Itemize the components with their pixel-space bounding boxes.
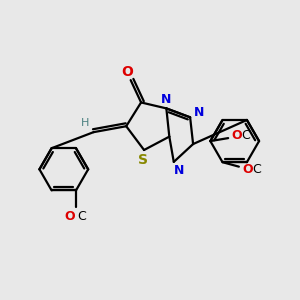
- Text: S: S: [138, 152, 148, 167]
- Text: H: H: [81, 118, 89, 128]
- Text: C: C: [77, 210, 86, 223]
- Text: O: O: [64, 210, 75, 223]
- Text: O: O: [121, 65, 133, 79]
- Text: N: N: [194, 106, 204, 119]
- Text: O: O: [231, 129, 242, 142]
- Text: C: C: [242, 129, 250, 142]
- Text: C: C: [252, 163, 261, 176]
- Text: N: N: [161, 93, 172, 106]
- Text: N: N: [174, 164, 184, 177]
- Text: O: O: [242, 163, 253, 176]
